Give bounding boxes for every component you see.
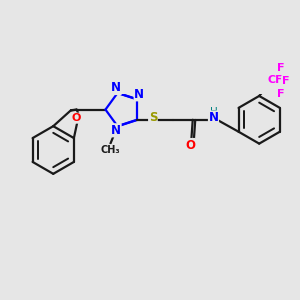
Text: O: O xyxy=(185,139,195,152)
Text: O: O xyxy=(72,113,81,123)
Text: F: F xyxy=(277,89,284,99)
Text: F: F xyxy=(281,76,289,86)
Text: CH₃: CH₃ xyxy=(101,145,120,155)
Text: N: N xyxy=(208,111,218,124)
Text: S: S xyxy=(149,111,157,124)
Text: H: H xyxy=(210,107,218,117)
Text: N: N xyxy=(134,88,144,101)
Text: N: N xyxy=(111,124,121,137)
Text: F: F xyxy=(277,63,284,73)
Text: N: N xyxy=(111,82,121,94)
Text: CF₃: CF₃ xyxy=(268,75,288,85)
